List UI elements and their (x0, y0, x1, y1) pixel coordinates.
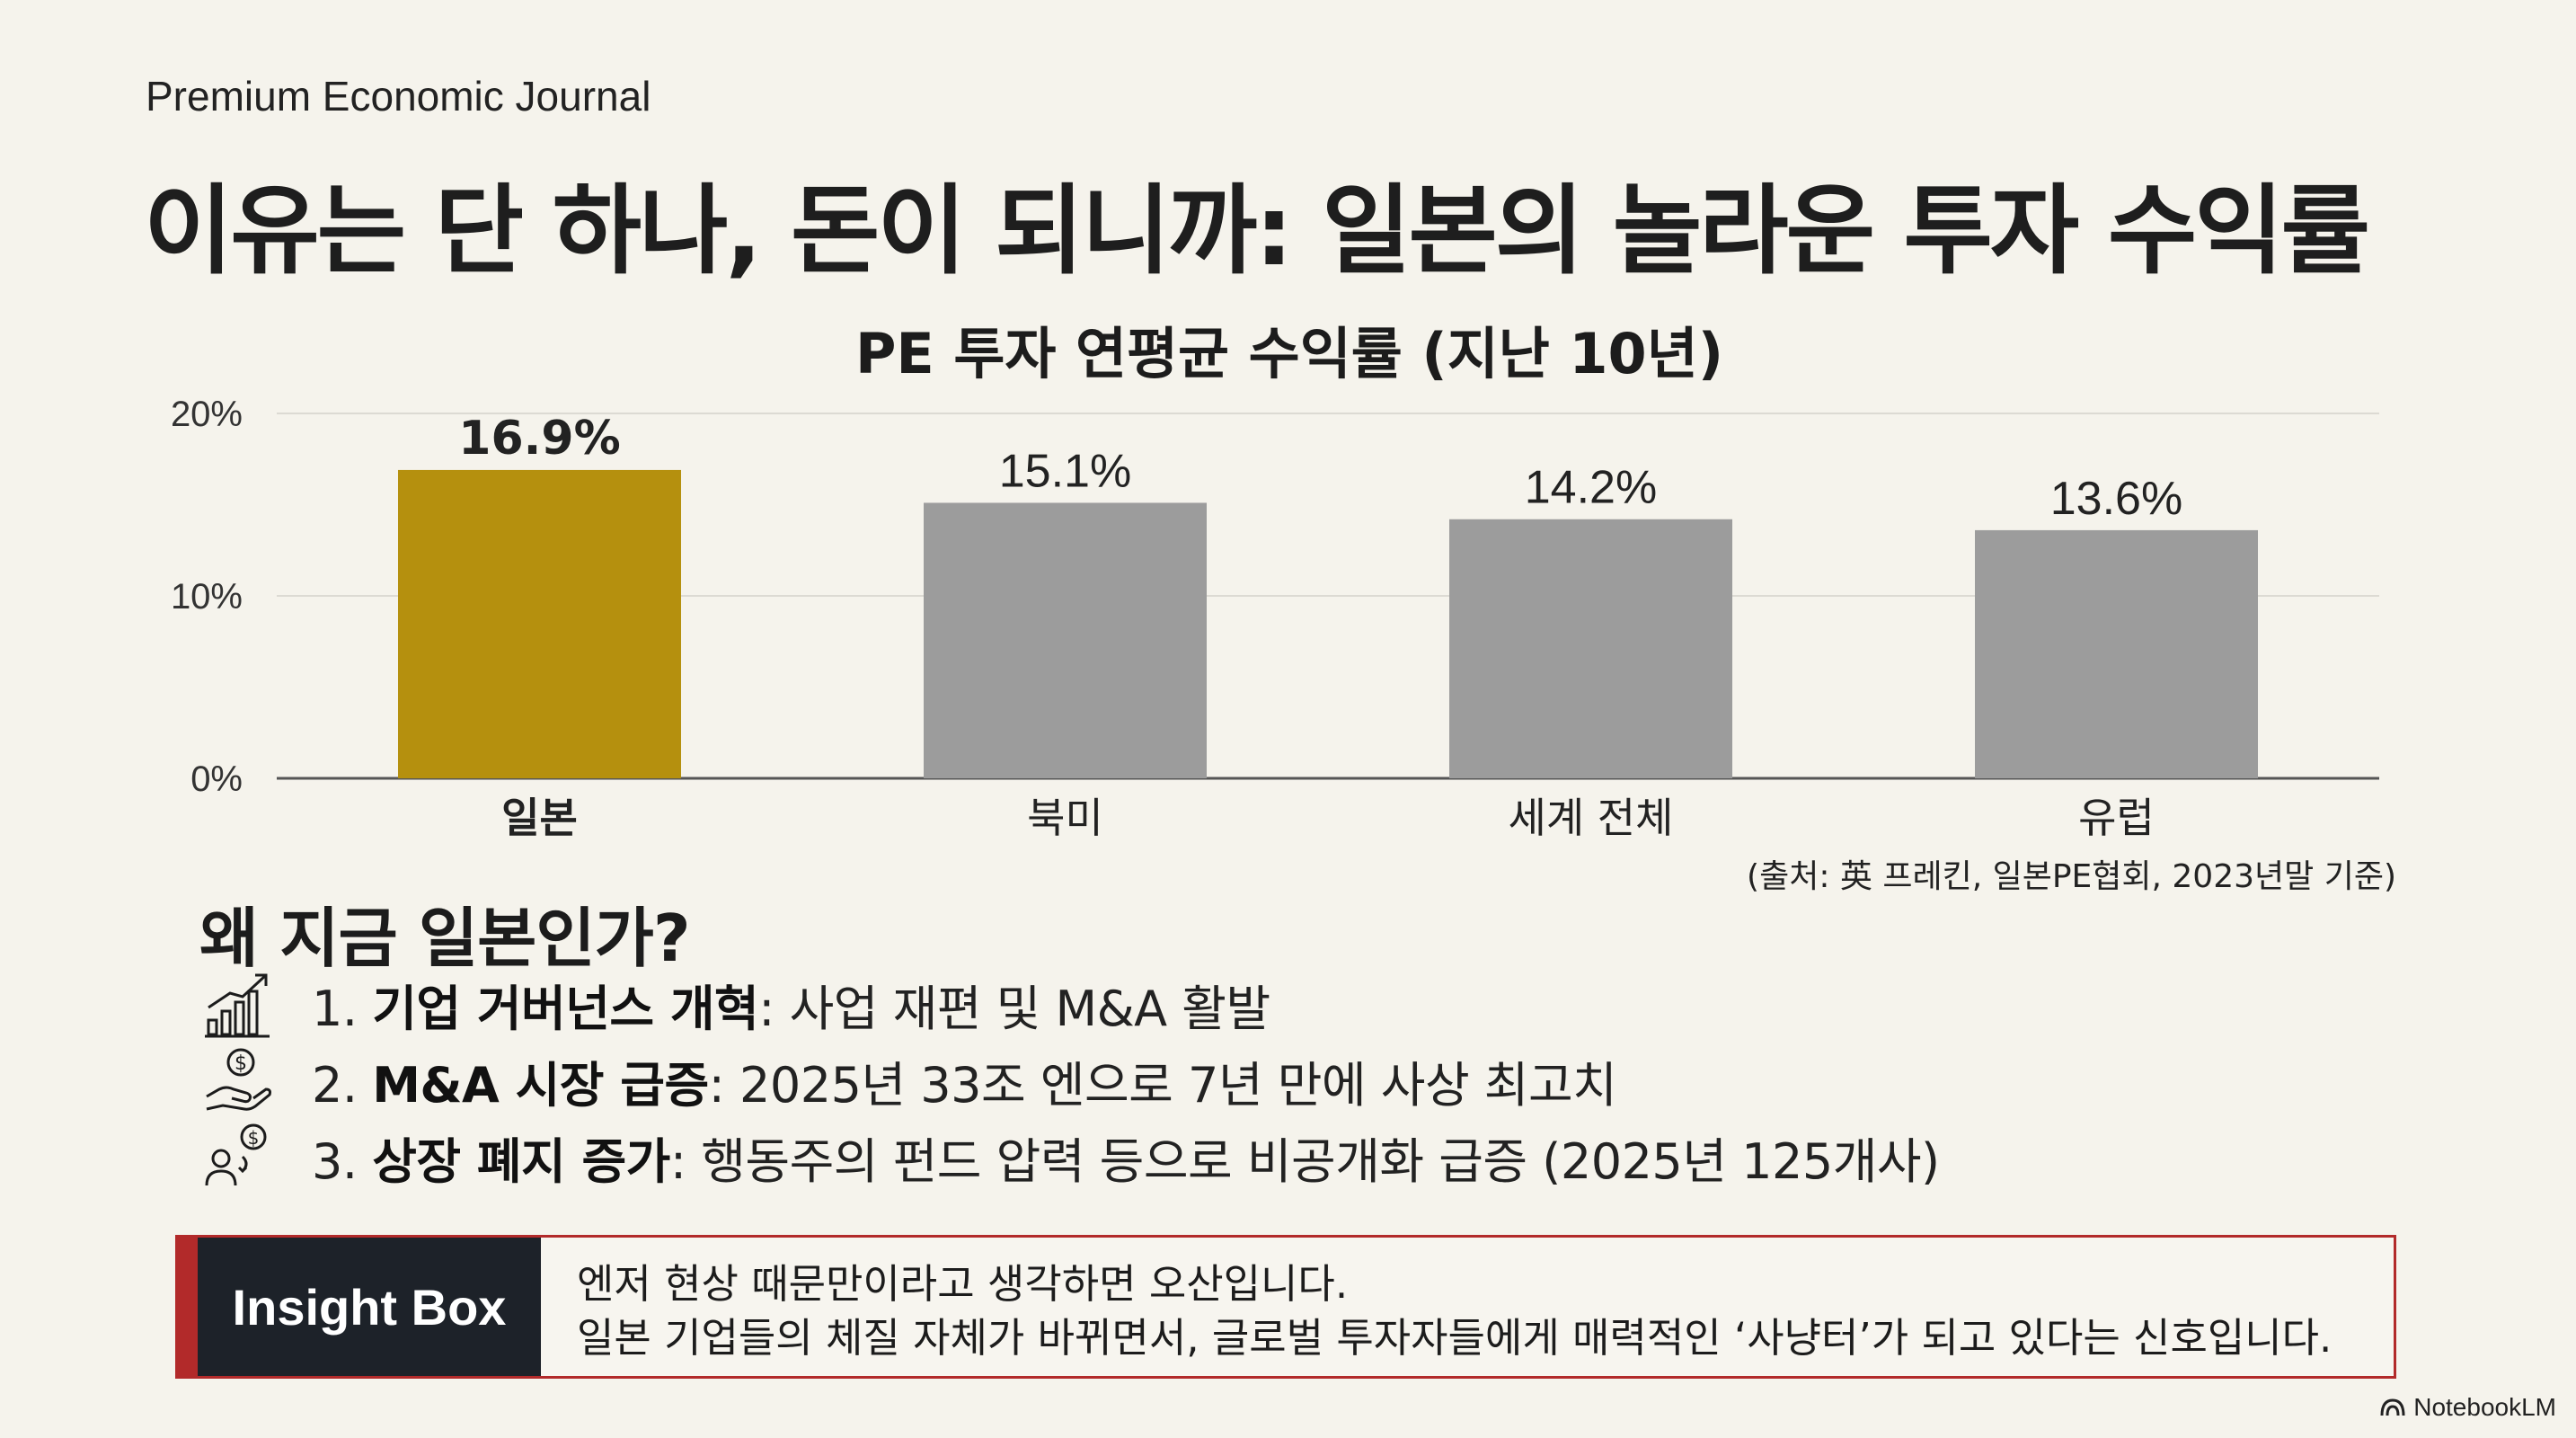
reason-text: 3. 상장 폐지 증가: 행동주의 펀드 압력 등으로 비공개화 급증 (202… (312, 1133, 1940, 1190)
y-tick-label: 10% (171, 577, 243, 617)
reason-item-delisting: $ 3. 상장 폐지 증가: 행동주의 펀드 압력 등으로 비공개화 급증 (2… (202, 1119, 1940, 1195)
insight-body: 엔저 현상 때문만이라고 생각하면 오산입니다. 일본 기업들의 체질 자체가 … (541, 1238, 2332, 1376)
insight-line: 엔저 현상 때문만이라고 생각하면 오산입니다. (577, 1260, 1349, 1308)
reason-text: 2. M&A 시장 급증: 2025년 33조 엔으로 7년 만에 사상 최고치 (312, 1057, 1617, 1114)
bar-3 (1449, 519, 1732, 778)
page-title: 이유는 단 하나, 돈이 되니까: 일본의 놀라운 투자 수익률 (144, 175, 2370, 288)
brand-name: NotebookLM (2413, 1393, 2556, 1421)
bar-2 (924, 502, 1207, 778)
section-title: 왜 지금 일본인가? (199, 901, 691, 976)
data-label: 14.2% (1525, 462, 1657, 514)
data-label: 13.6% (2050, 473, 2182, 525)
chart-title: PE 투자 연평균 수익률 (지난 10년) (855, 321, 1723, 386)
svg-text:$: $ (248, 1127, 260, 1149)
data-label: 15.1% (999, 445, 1131, 497)
svg-text:$: $ (235, 1052, 247, 1075)
insight-line: 일본 기업들의 체질 자체가 바뀌면서, 글로벌 투자자들에게 매력적인 ‘사냥… (577, 1314, 2333, 1362)
person-coin-icon: $ (202, 1122, 274, 1194)
bar-4 (1975, 529, 2258, 778)
rising-bar-chart-icon (202, 969, 274, 1041)
source-note: (출처: 英 프레킨, 일본PE협회, 2023년말 기준) (1747, 858, 2396, 895)
reason-list: 1. 기업 거버넌스 개혁: 사업 재편 및 M&A 활발 $ 2. M&A 시… (202, 966, 1940, 1195)
bar-chart: PE 투자 연평균 수익률 (지난 10년) 0% 10% 20% 16.9% 일본 1… (171, 321, 2379, 842)
y-tick-label: 0% (190, 759, 243, 799)
hand-coin-icon: $ (202, 1045, 274, 1117)
x-tick-label: 북미 (1027, 794, 1103, 842)
bar-1 (398, 469, 681, 778)
x-tick-label: 유럽 (2078, 794, 2155, 842)
insight-box: Insight Box 엔저 현상 때문만이라고 생각하면 오산입니다. 일본 … (175, 1235, 2396, 1379)
notebooklm-logo-icon (2380, 1398, 2405, 1416)
reason-item-ma-market: $ 2. M&A 시장 급증: 2025년 33조 엔으로 7년 만에 사상 최… (202, 1043, 1940, 1119)
y-tick-label: 20% (171, 395, 243, 434)
reason-item-governance: 1. 기업 거버넌스 개혁: 사업 재편 및 M&A 활발 (202, 966, 1940, 1043)
x-tick-label: 일본 (501, 794, 578, 842)
reason-text: 1. 기업 거버넌스 개혁: 사업 재편 및 M&A 활발 (312, 981, 1270, 1037)
x-tick-label: 세계 전체 (1509, 794, 1674, 842)
insight-label: Insight Box (198, 1238, 541, 1376)
data-label: 16.9% (458, 412, 620, 466)
journal-name: Premium Economic Journal (146, 73, 651, 120)
insight-accent-stripe (178, 1238, 198, 1376)
brand-mark: NotebookLM (2379, 1393, 2556, 1422)
